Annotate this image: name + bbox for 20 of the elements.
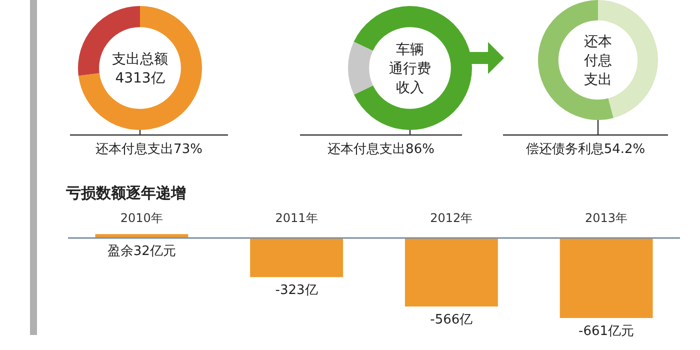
donut-slice — [348, 42, 374, 95]
data-label: 盈余32亿元 — [107, 244, 176, 259]
donut-slice — [598, 0, 658, 118]
x-tick-label: 2013年 — [585, 211, 628, 225]
x-tick-label: 2011年 — [275, 211, 318, 225]
text: 还本付息支出 — [583, 34, 612, 88]
donut-slice — [538, 0, 614, 120]
text: 偿还债务利息54.2% — [526, 142, 646, 157]
x-tick-label: 2010年 — [120, 211, 163, 225]
x-tick-label: 2012年 — [430, 211, 473, 225]
data-label: -323亿 — [275, 283, 318, 298]
chart-title: 亏损数额逐年递增 — [65, 184, 186, 202]
donut-slice — [78, 6, 202, 130]
text: 还本付息支出73% — [96, 142, 202, 157]
text: 支出总额4313亿 — [112, 52, 168, 86]
text: 还本付息支出86% — [328, 142, 434, 157]
text: 车辆通行费收入 — [389, 42, 431, 96]
data-label: -566亿 — [430, 312, 473, 328]
data-label: -661亿元 — [578, 324, 634, 339]
donut-slice — [354, 6, 472, 130]
